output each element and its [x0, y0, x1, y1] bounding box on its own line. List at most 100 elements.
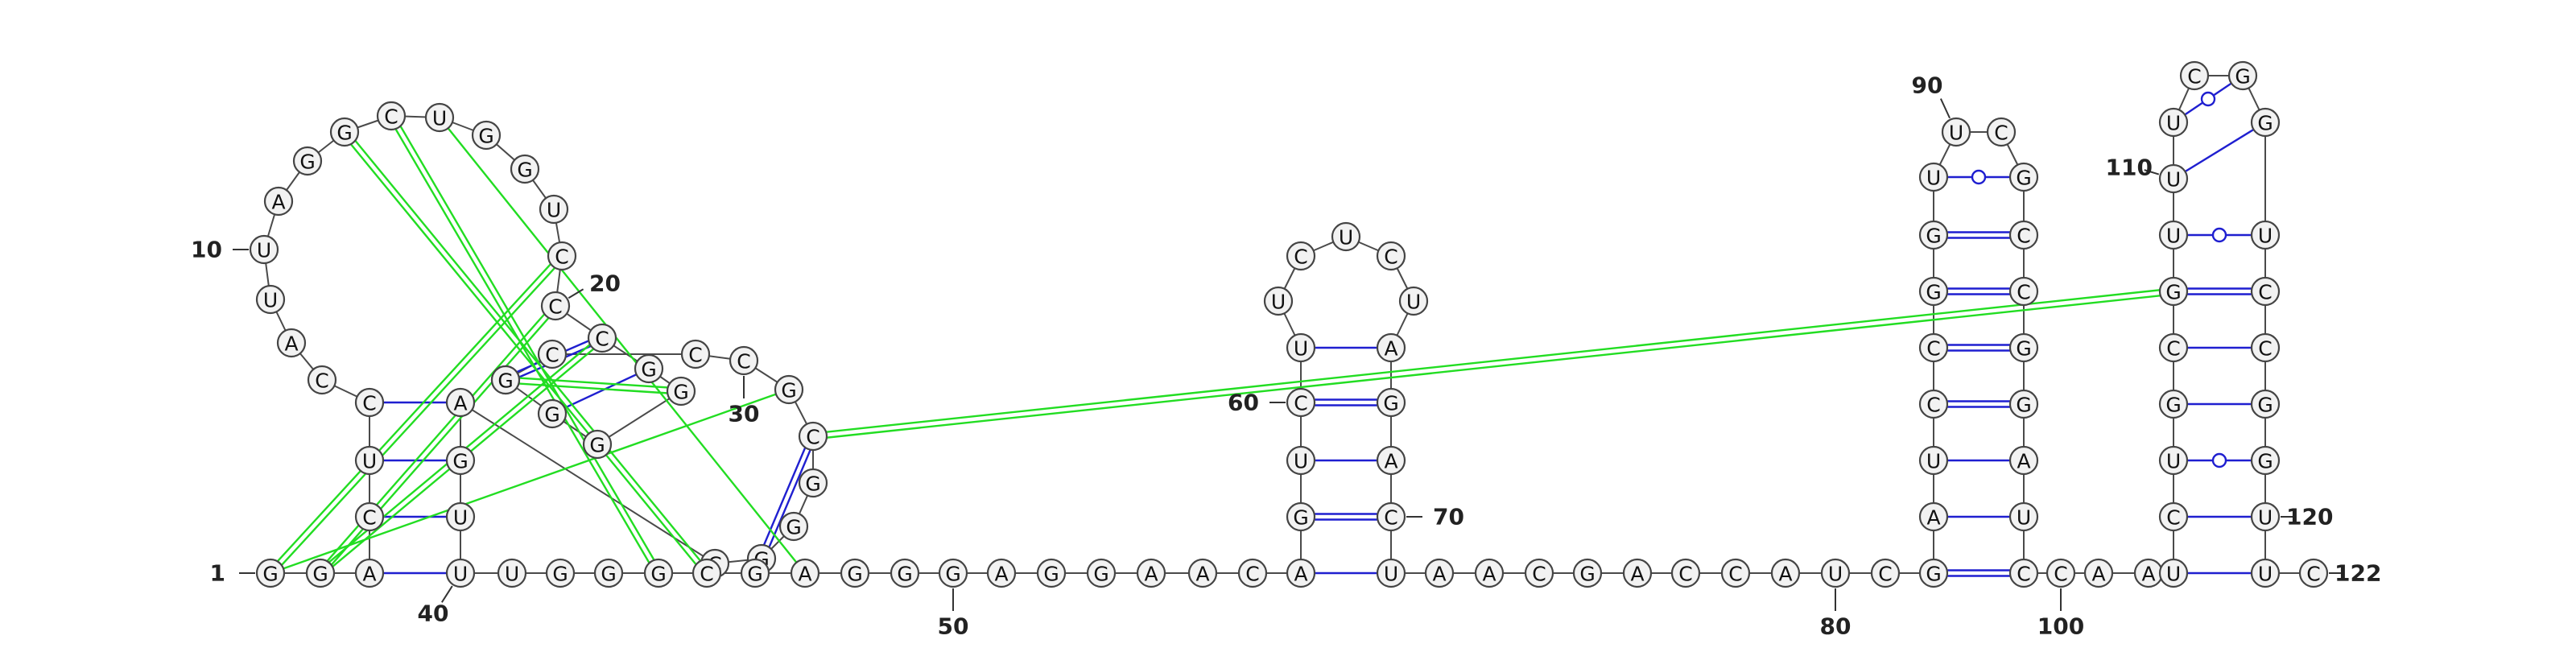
- nucleotide-letter: G: [262, 563, 278, 586]
- nucleotide-letter: U: [1339, 226, 1353, 250]
- nucleotide: C: [1720, 558, 1751, 588]
- nucleotide-circle: [263, 186, 294, 217]
- nucleotide-letter: C: [1294, 392, 1307, 415]
- nucleotide: U: [2158, 220, 2189, 250]
- nucleotide-circle: [2158, 220, 2189, 250]
- tertiary-interaction-line: [345, 130, 710, 572]
- nucleotide-letter: G: [1293, 506, 1308, 530]
- nucleotide: G: [1918, 558, 1949, 588]
- nucleotide: G: [634, 353, 664, 384]
- nucleotide-letter: A: [798, 563, 811, 586]
- nucleotide-circle: [740, 558, 770, 588]
- nucleotide-letter: A: [1778, 563, 1792, 586]
- nucleotide-circle: [798, 421, 828, 452]
- nucleotide: U: [1286, 445, 1316, 476]
- nucleotide: C: [547, 241, 577, 271]
- nucleotide-letter: A: [271, 191, 285, 214]
- nucleotide-circle: [1918, 332, 1949, 363]
- nucleotide-circle: [1720, 558, 1751, 588]
- position-number-label: 100: [2037, 613, 2084, 640]
- nucleotide: G: [490, 365, 521, 395]
- nucleotide: C: [2046, 558, 2076, 588]
- nucleotide-letter: G: [641, 358, 656, 382]
- nucleotide-circle: [354, 445, 385, 476]
- nucleotide-circle: [1376, 387, 1406, 418]
- nucleotide-circle: [540, 291, 571, 321]
- nucleotide: A: [1376, 332, 1406, 363]
- nucleotide-letter: G: [805, 472, 820, 496]
- numbering-tick: [2144, 169, 2160, 175]
- nucleotide: G: [774, 374, 804, 405]
- nucleotide: A: [445, 387, 476, 418]
- nucleotide: C: [2298, 558, 2329, 588]
- nucleotide-circle: [445, 387, 476, 418]
- nucleotide: A: [354, 558, 385, 588]
- nucleotide-letter: C: [1728, 563, 1742, 586]
- nucleotide-letter: U: [2258, 506, 2273, 530]
- tertiary-interaction-line: [812, 287, 2174, 435]
- nucleotide-circle: [376, 101, 407, 131]
- nucleotide-letter: G: [2016, 167, 2031, 190]
- nucleotide: U: [2250, 220, 2281, 250]
- nucleotide: U: [497, 558, 527, 588]
- nucleotide-circle: [1376, 332, 1406, 363]
- nucleotide-circle: [1237, 558, 1268, 588]
- nucleotide: A: [986, 558, 1017, 588]
- position-number-label: 1: [210, 560, 225, 587]
- nucleotide-circle: [2158, 501, 2189, 532]
- nucleotide: C: [729, 345, 759, 376]
- nucleotide-letter: C: [2017, 563, 2030, 586]
- nucleotide-letter: U: [1926, 450, 1941, 473]
- position-number-label: 50: [938, 613, 969, 640]
- nucleotide-letter: C: [362, 392, 376, 415]
- nucleotide-letter: G: [452, 450, 468, 473]
- wobble-pair-marker: [1971, 169, 1987, 185]
- nucleotide: A: [1187, 558, 1218, 588]
- nucleotide-circle: [2298, 558, 2329, 588]
- nucleotide-letter: U: [257, 239, 271, 262]
- nucleotide-letter: C: [2258, 281, 2272, 304]
- nucleotide: C: [1918, 389, 1949, 419]
- tertiary-interaction-line: [270, 388, 790, 575]
- nucleotide: C: [2008, 276, 2039, 307]
- nucleotide-letter: U: [2258, 563, 2273, 586]
- nucleotide-circle: [445, 445, 476, 476]
- nucleotide-letter: G: [601, 563, 616, 586]
- nucleotide: U: [2158, 107, 2189, 138]
- nucleotide: A: [2008, 445, 2039, 476]
- nucleotide-circle: [2158, 332, 2189, 363]
- nucleotide-letter: U: [453, 506, 468, 530]
- nucleotide: C: [2008, 220, 2039, 250]
- nucleotide-letter: C: [1994, 122, 2008, 145]
- nucleotide-letter: G: [2257, 112, 2273, 135]
- nucleotide-circle: [938, 558, 968, 588]
- nucleotide: U: [2158, 558, 2189, 588]
- nucleotide: A: [2083, 558, 2114, 588]
- nucleotide-circle: [1286, 558, 1316, 588]
- nucleotide-circle: [510, 154, 540, 184]
- nucleotide: G: [2250, 445, 2281, 476]
- nucleotide: G: [255, 558, 286, 588]
- base-pair-line: [2173, 121, 2266, 180]
- nucleotide: G: [537, 398, 568, 429]
- nucleotide-letter: C: [362, 506, 376, 530]
- nucleotide-circle: [1918, 220, 1949, 250]
- nucleotide-layer: GGACUCCAUUAGGCUGGUCCCGGGGGGCCCGCGGGCAGUU…: [249, 60, 2329, 588]
- nucleotide: G: [890, 558, 920, 588]
- nucleotide: C: [2250, 332, 2281, 363]
- nucleotide: U: [1941, 117, 1971, 147]
- nucleotide-letter: C: [1384, 506, 1397, 530]
- nucleotide-circle: [1524, 558, 1554, 588]
- nucleotide-letter: A: [2141, 563, 2155, 586]
- nucleotide: G: [740, 558, 770, 588]
- nucleotide-circle: [1286, 445, 1316, 476]
- nucleotide: G: [329, 117, 360, 147]
- nucleotide-letter: C: [545, 344, 559, 367]
- nucleotide-circle: [1331, 221, 1361, 252]
- nucleotide-circle: [2008, 389, 2039, 419]
- nucleotide-letter: G: [552, 563, 568, 586]
- nucleotide: C: [587, 323, 617, 353]
- nucleotide-letter: C: [1245, 563, 1259, 586]
